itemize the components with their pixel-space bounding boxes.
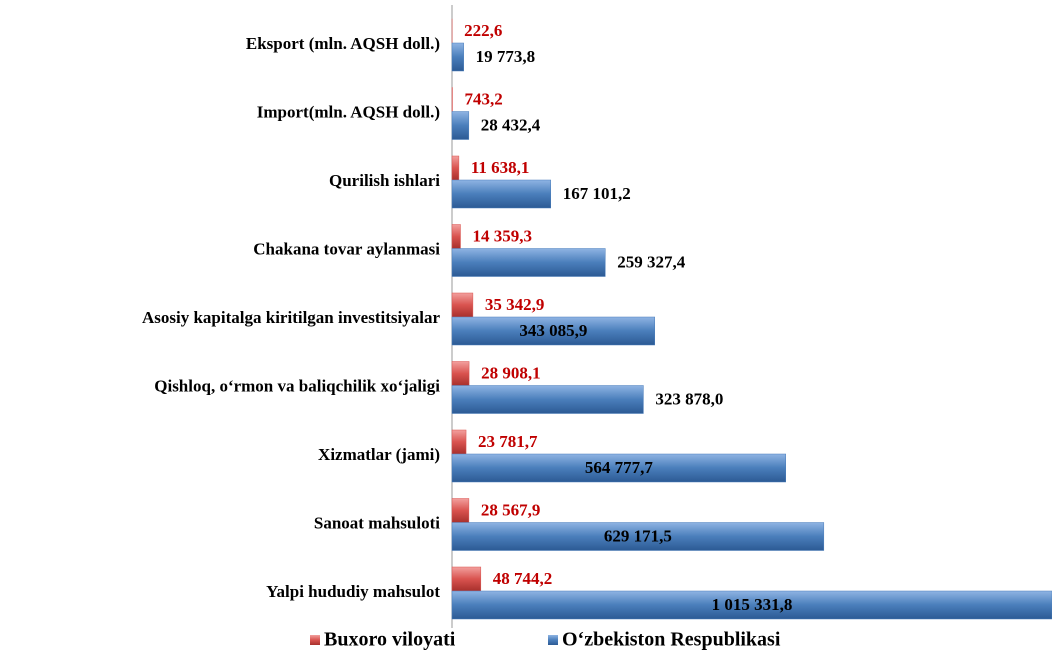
bar xyxy=(451,429,467,455)
value-label: 23 781,7 xyxy=(478,432,538,451)
value-label: 743,2 xyxy=(464,89,502,108)
value-label: 323 878,0 xyxy=(655,389,723,408)
bar xyxy=(451,292,474,318)
bar xyxy=(451,361,470,386)
value-label: 1 015 331,8 xyxy=(712,595,793,614)
legend-swatch xyxy=(310,635,320,645)
value-label: 167 101,2 xyxy=(563,184,631,203)
category-label: Asosiy kapitalga kiritilgan investitsiya… xyxy=(142,308,440,327)
value-label: 28 567,9 xyxy=(481,500,541,519)
value-label: 14 359,3 xyxy=(472,226,532,245)
category-label: Qurilish ishlari xyxy=(329,171,440,190)
category-label: Sanoat mahsuloti xyxy=(314,513,440,532)
value-label: 11 638,1 xyxy=(471,158,530,177)
legend-label: Buxoro viloyati xyxy=(324,629,456,651)
value-label: 222,6 xyxy=(464,21,502,40)
category-label: Xizmatlar (jami) xyxy=(318,445,440,464)
value-label: 564 777,7 xyxy=(585,458,654,477)
bar xyxy=(451,155,460,181)
bar xyxy=(451,111,470,140)
bar xyxy=(451,590,1052,620)
bar xyxy=(451,248,606,277)
category-label: Qishloq, o‘rmon va baliqchilik xo‘jaligi xyxy=(154,376,440,395)
category-label: Yalpi hududiy mahsulot xyxy=(266,582,440,601)
value-label: 28 908,1 xyxy=(481,363,541,382)
value-label: 259 327,4 xyxy=(617,252,686,271)
bar xyxy=(451,498,470,523)
bar xyxy=(451,316,655,346)
bar xyxy=(451,385,644,414)
legend-swatch xyxy=(548,635,558,645)
value-label: 35 342,9 xyxy=(485,295,544,314)
value-label: 28 432,4 xyxy=(481,115,541,134)
bar xyxy=(451,42,464,72)
bar xyxy=(451,179,551,209)
legend-label: O‘zbekiston Respublikasi xyxy=(562,629,781,651)
category-label: Import(mln. AQSH doll.) xyxy=(257,102,440,121)
value-label: 629 171,5 xyxy=(604,526,672,545)
value-label: 19 773,8 xyxy=(476,47,536,66)
value-label: 343 085,9 xyxy=(519,321,587,340)
bar xyxy=(451,453,786,483)
bar xyxy=(451,224,461,249)
value-label: 48 744,2 xyxy=(493,569,553,588)
category-label: Chakana tovar aylanmasi xyxy=(253,239,440,258)
category-label: Eksport (mln. AQSH doll.) xyxy=(246,34,440,53)
bar xyxy=(451,522,825,551)
bar xyxy=(451,566,482,592)
